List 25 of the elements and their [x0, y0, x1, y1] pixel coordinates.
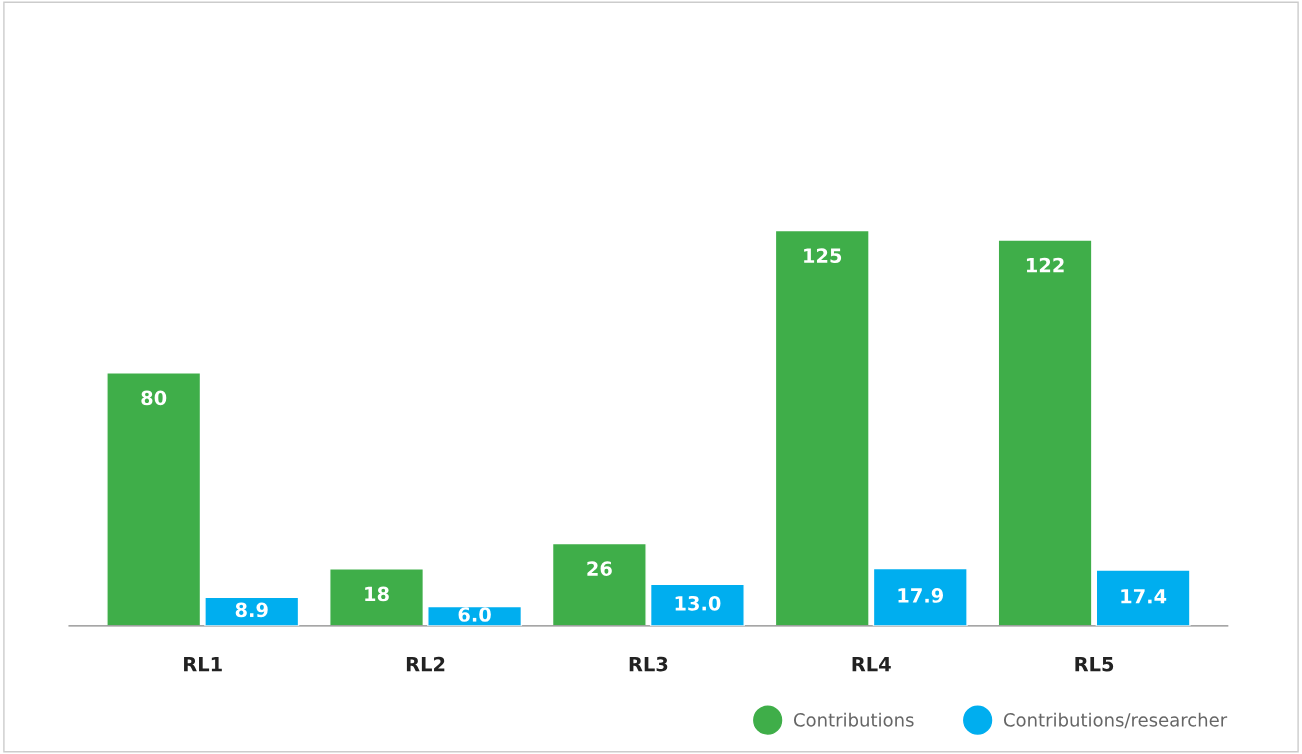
bar — [649, 583, 745, 626]
data-label: 122 — [1026, 257, 1064, 273]
data-label: 6.0 — [458, 607, 491, 622]
x-tick-label: RL4 — [852, 656, 891, 672]
data-label: 8.9 — [235, 602, 268, 618]
bar — [1095, 569, 1191, 626]
bar — [106, 372, 202, 626]
legend-label: Contributions — [793, 712, 914, 727]
data-label: 26 — [587, 561, 612, 576]
data-label: 18 — [365, 586, 389, 602]
data-label: 17.9 — [898, 588, 944, 603]
data-label: 80 — [141, 390, 167, 406]
legend-label: Contributions/researcher — [1003, 712, 1228, 729]
bar — [329, 568, 425, 626]
x-tick-label: RL5 — [1075, 656, 1114, 672]
bar — [551, 542, 647, 626]
bar — [872, 567, 968, 626]
x-tick-label: RL2 — [406, 656, 445, 672]
bar — [997, 239, 1093, 626]
data-label: 13.0 — [675, 595, 721, 611]
bar — [774, 229, 870, 626]
data-label: 17.4 — [1121, 589, 1167, 604]
data-label: 125 — [804, 248, 842, 263]
x-tick-label: RL1 — [184, 656, 222, 672]
x-tick-label: RL3 — [629, 656, 668, 672]
